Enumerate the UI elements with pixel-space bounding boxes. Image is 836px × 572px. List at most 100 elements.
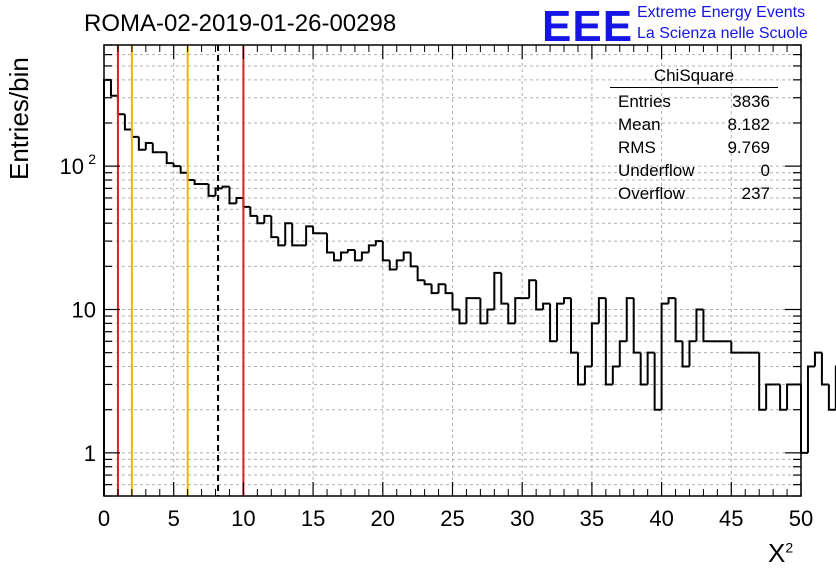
x-tick-label: 30 <box>510 506 534 531</box>
histogram-bin <box>542 302 551 310</box>
histogram-bin <box>758 352 767 411</box>
histogram-bin <box>681 341 690 368</box>
histogram-bin <box>549 303 558 343</box>
histogram-bin <box>563 297 571 304</box>
histogram-bin <box>109 79 118 97</box>
stats-value: 237 <box>741 184 770 203</box>
histogram-bin <box>500 272 509 305</box>
stats-row-overflow: Overflow 237 <box>610 182 778 205</box>
histogram-bin <box>618 340 627 367</box>
stats-row-entries: Entries 3836 <box>610 90 778 113</box>
histogram-bin <box>813 351 822 367</box>
x-tick-label: 0 <box>98 506 110 531</box>
histogram-bin <box>339 251 348 261</box>
histogram-bin <box>646 351 655 385</box>
histogram-bin <box>590 322 599 367</box>
histogram-bin <box>660 302 669 410</box>
stats-value: 9.769 <box>727 138 770 157</box>
stats-value: 8.182 <box>727 115 770 134</box>
stats-box: ChiSquare Entries 3836 Mean 8.182 RMS 9.… <box>610 66 778 205</box>
histogram-bin <box>604 298 613 386</box>
tick-layer <box>103 44 802 497</box>
histogram-bin <box>765 383 774 410</box>
y-tick-label: 10 <box>60 154 84 179</box>
y-tick-label: 1 <box>84 441 96 466</box>
histogram-bin <box>695 308 704 342</box>
histogram-bin <box>827 384 836 411</box>
histogram-bin <box>130 129 139 138</box>
histogram-bin <box>242 197 251 208</box>
eee-logo: EEE <box>542 2 634 51</box>
histogram-bin <box>186 172 195 182</box>
histogram-bin <box>611 365 620 385</box>
histogram-bin <box>514 297 523 324</box>
stats-row-underflow: Underflow 0 <box>610 159 778 182</box>
histogram-bin <box>507 303 516 325</box>
x-tick-label: 25 <box>440 506 464 531</box>
histogram-bin <box>430 284 439 295</box>
histogram-bin <box>806 365 815 453</box>
y-tick-label-sup: 2 <box>88 151 96 167</box>
y-axis-label: Entries/bin <box>4 57 34 180</box>
histogram-bin <box>493 271 502 310</box>
histogram-bin <box>576 352 585 386</box>
histogram-bin <box>144 142 153 150</box>
stats-label: Mean <box>618 115 661 134</box>
x-axis-label-sup: 2 <box>785 539 794 556</box>
histogram-bin <box>123 114 132 131</box>
histogram-bin <box>333 252 341 262</box>
histogram-bin <box>486 308 495 324</box>
histogram-bin <box>381 241 390 262</box>
marker-layer <box>116 45 245 496</box>
histogram-bin <box>639 352 648 386</box>
histogram-bin <box>528 279 537 299</box>
histogram-bin <box>235 196 244 204</box>
stats-label: Entries <box>618 92 671 111</box>
histogram-bin <box>444 284 453 295</box>
histogram-bin <box>172 163 181 168</box>
stats-label: Underflow <box>618 161 695 180</box>
histogram-bin <box>374 240 383 246</box>
histogram-bin <box>674 298 683 343</box>
x-tick-label: 20 <box>371 506 395 531</box>
histogram-bin <box>451 293 460 311</box>
histogram-bin <box>583 365 592 385</box>
histogram-bin <box>277 237 286 247</box>
histogram-bin <box>458 309 467 325</box>
stats-row-mean: Mean 8.182 <box>610 113 778 136</box>
histogram-bin <box>116 95 125 116</box>
histogram-bin <box>263 214 272 224</box>
histogram-bin <box>625 297 634 342</box>
histogram-bin <box>256 215 265 225</box>
histogram-bin <box>597 297 606 324</box>
histogram-bin <box>137 136 146 151</box>
histogram-bin <box>326 233 335 254</box>
stats-title: ChiSquare <box>610 66 778 88</box>
histogram-bin <box>360 251 369 261</box>
histogram-bin <box>346 249 355 253</box>
stats-label: RMS <box>618 138 656 157</box>
x-tick-label: 10 <box>231 506 255 531</box>
stats-label: Overflow <box>618 184 686 203</box>
histogram-bin <box>653 352 662 411</box>
histogram-bin <box>402 251 411 261</box>
x-tick-label: 5 <box>168 506 180 531</box>
histogram-bin <box>667 297 676 304</box>
x-tick-label: 35 <box>580 506 604 531</box>
histogram-bin <box>193 180 202 186</box>
histogram-bin <box>479 298 488 325</box>
histogram-bin <box>535 280 544 311</box>
y-tick-label: 10 <box>72 297 96 322</box>
histogram-bin <box>270 215 279 239</box>
histogram-bin <box>569 298 578 354</box>
histogram-bin <box>730 341 739 354</box>
x-tick-label: 15 <box>301 506 325 531</box>
histogram-bin <box>165 152 174 165</box>
stats-value: 0 <box>760 161 770 180</box>
chart-title: ROMA-02-2019-01-26-00298 <box>84 10 397 37</box>
histogram-bin <box>395 259 404 270</box>
histogram-bin <box>465 297 474 324</box>
histogram-bin <box>800 384 808 454</box>
stats-value: 3836 <box>732 92 770 111</box>
